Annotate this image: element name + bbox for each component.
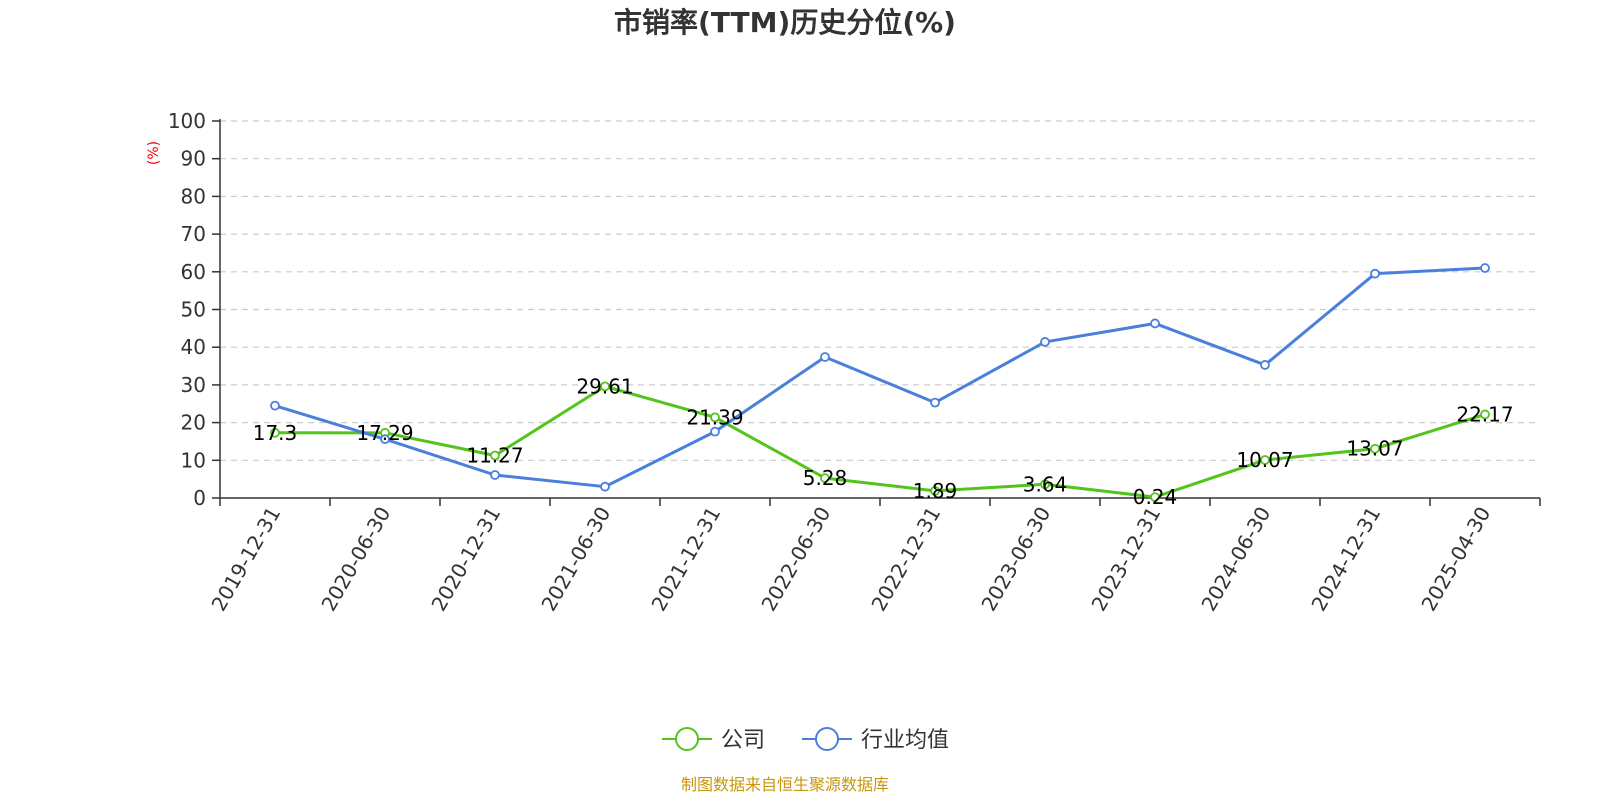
legend-marker-icon (675, 727, 699, 751)
data-point[interactable] (930, 485, 940, 496)
data-labels: 17.3 17.29 11.27 29.61 21.39 5.28 1.89 3.64 0.24… (253, 374, 1514, 509)
data-label: 21.39 (686, 405, 743, 429)
y-tick-label: 10 (181, 448, 206, 472)
data-point[interactable] (380, 434, 390, 445)
legend[interactable]: 公司 行业均值 (662, 727, 949, 753)
x-tick-label: 2019-12-31 (206, 503, 285, 616)
data-label: 1.89 (913, 479, 958, 503)
x-tick-label: 2021-12-31 (646, 503, 725, 616)
data-point[interactable] (270, 400, 280, 411)
series-line-1 (274, 266, 1486, 489)
data-label: 5.28 (803, 466, 848, 490)
data-label: 29.61 (576, 374, 633, 398)
data-point[interactable] (1150, 318, 1160, 329)
y-tick-label: 100 (168, 109, 206, 133)
data-point[interactable] (820, 473, 830, 483)
data-label: 17.3 (253, 421, 298, 445)
x-tick-label: 2023-12-31 (1086, 503, 1165, 616)
data-label: 10.07 (1236, 448, 1293, 472)
data-point[interactable] (270, 427, 280, 438)
x-tick-label: 2024-06-30 (1196, 503, 1275, 616)
y-tick-label: 0 (193, 486, 206, 510)
data-label: 11.27 (466, 444, 523, 468)
data-point[interactable] (1480, 409, 1490, 420)
y-tick-label: 90 (181, 147, 206, 171)
data-point[interactable] (490, 470, 500, 480)
data-label: 0.24 (1133, 485, 1178, 509)
series-line-0 (274, 384, 1486, 499)
x-tick-label: 2022-06-30 (756, 503, 835, 616)
chart-title: 市销率(TTM)历史分位(%) (614, 6, 956, 39)
data-point[interactable] (490, 450, 500, 461)
data-point[interactable] (1040, 479, 1050, 490)
data-point[interactable] (1260, 360, 1270, 370)
data-point[interactable] (820, 352, 830, 362)
x-tick-label: 2020-06-30 (316, 503, 395, 616)
data-point[interactable] (600, 381, 610, 392)
data-point[interactable] (710, 426, 720, 437)
y-tick-label: 70 (181, 222, 206, 246)
legend-label[interactable]: 公司 (721, 728, 765, 753)
x-tick-label: 2025-04-30 (1416, 503, 1495, 616)
axes: 0 10 20 30 40 50 60 70 80 90 100 2019-12-31 2020-06-… (168, 109, 1541, 616)
data-point[interactable] (930, 397, 940, 408)
data-point[interactable] (600, 481, 610, 492)
data-point[interactable] (1260, 455, 1270, 465)
y-tick-label: 60 (181, 260, 206, 284)
data-point[interactable] (1370, 268, 1380, 279)
y-tick-label: 80 (181, 184, 206, 208)
x-tick-label: 2022-12-31 (866, 503, 945, 616)
legend-label[interactable]: 行业均值 (861, 728, 949, 753)
y-tick-label: 50 (181, 298, 206, 322)
y-tick-label: 30 (181, 373, 206, 397)
data-point[interactable] (710, 412, 720, 423)
grid-lines (220, 120, 1540, 461)
y-axis-unit: (%) (146, 141, 162, 165)
data-label: 3.64 (1023, 472, 1068, 496)
data-point[interactable] (1040, 337, 1050, 347)
data-point[interactable] (1150, 492, 1160, 502)
data-label: 13.07 (1346, 437, 1403, 461)
legend-marker-icon (815, 727, 839, 751)
y-tick-label: 40 (181, 335, 206, 359)
data-label: 22.17 (1456, 402, 1513, 426)
series-group (270, 263, 1490, 502)
data-point[interactable] (1480, 263, 1490, 273)
data-label: 17.29 (356, 421, 413, 445)
data-point[interactable] (1370, 443, 1380, 454)
x-tick-label: 2021-06-30 (536, 503, 615, 616)
x-tick-label: 2020-12-31 (426, 503, 505, 616)
x-tick-label: 2024-12-31 (1306, 503, 1385, 616)
y-tick-label: 20 (181, 411, 206, 435)
source-note: 制图数据来自恒生聚源数据库 (681, 775, 889, 794)
x-tick-label: 2023-06-30 (976, 503, 1055, 616)
